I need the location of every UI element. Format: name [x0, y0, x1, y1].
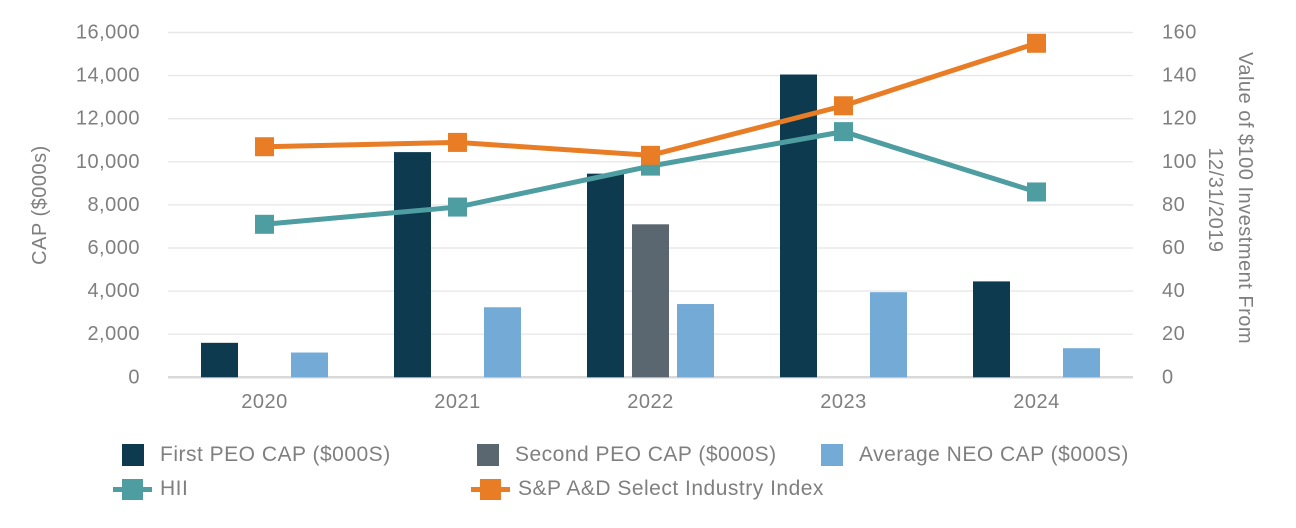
- marker-hii-2024: [1027, 182, 1046, 202]
- bar-average-neo-cap-000s-2022: [677, 304, 714, 378]
- marker-hii-2020: [255, 214, 274, 234]
- right-axis-tick: 160: [1162, 22, 1197, 44]
- right-axis-tick: 140: [1162, 65, 1197, 87]
- right-axis-tick: 0: [1162, 366, 1174, 388]
- marker-s-p-a-d-select-industry-index-2023: [834, 96, 853, 116]
- left-axis-tick: 10,000: [76, 151, 140, 173]
- bar-first-peo-cap-000s-2020: [201, 342, 238, 378]
- right-axis-tick: 20: [1162, 323, 1185, 345]
- bar-average-neo-cap-000s-2023: [870, 292, 907, 378]
- marker-s-p-a-d-select-industry-index-2021: [448, 132, 467, 152]
- right-axis-tick: 120: [1162, 108, 1197, 130]
- legend-label-average-neo-cap: Average NEO CAP ($000S): [859, 443, 1129, 466]
- second-peo-cap-swatch: [477, 444, 499, 466]
- marker-hii-2021: [448, 197, 467, 217]
- hii-line-swatch: [113, 478, 152, 500]
- bar-first-peo-cap-000s-2023: [780, 74, 817, 378]
- marker-s-p-a-d-select-industry-index-2022: [641, 145, 660, 165]
- bar-first-peo-cap-000s-2024: [973, 281, 1010, 378]
- average-neo-cap-swatch: [821, 444, 843, 466]
- legend-item-first-peo-cap: First PEO CAP ($000S): [122, 443, 391, 467]
- right-axis-tick: 40: [1162, 280, 1185, 302]
- left-axis-tick: 0: [128, 366, 140, 388]
- left-axis-tick: 8,000: [87, 194, 140, 216]
- bar-average-neo-cap-000s-2024: [1063, 348, 1100, 378]
- right-axis-tick: 80: [1162, 194, 1185, 216]
- legend-item-second-peo-cap: Second PEO CAP ($000S): [477, 443, 777, 467]
- left-axis-tick: 2,000: [87, 323, 140, 345]
- x-axis-label-2020: 2020: [241, 391, 288, 413]
- right-axis-tick: 100: [1162, 151, 1197, 173]
- right-axis-title-line1: Value of $100 Investment From: [1234, 52, 1256, 344]
- legend-label-sp-ad-index: S&P A&D Select Industry Index: [518, 477, 824, 500]
- legend-item-sp-ad-index: S&P A&D Select Industry Index: [471, 477, 824, 501]
- left-axis-title: CAP ($000s): [29, 145, 51, 265]
- bar-average-neo-cap-000s-2021: [484, 307, 521, 378]
- first-peo-cap-swatch: [122, 444, 144, 466]
- left-axis-tick: 16,000: [76, 22, 140, 44]
- marker-hii-2023: [834, 122, 853, 142]
- marker-s-p-a-d-select-industry-index-2020: [255, 137, 274, 157]
- bar-first-peo-cap-000s-2022: [587, 173, 624, 378]
- plot-area: 0 0 2,000 20 4,000 40 6,000 60 8,000 80 10,000 100 1…: [29, 22, 1256, 414]
- x-axis-label-2023: 2023: [820, 391, 867, 413]
- x-axis-label-2022: 2022: [627, 391, 674, 413]
- right-axis-tick: 60: [1162, 237, 1185, 259]
- left-axis-tick: 14,000: [76, 65, 140, 87]
- bar-first-peo-cap-000s-2021: [394, 152, 431, 378]
- legend-item-hii: HII: [113, 477, 188, 501]
- legend-label-second-peo-cap: Second PEO CAP ($000S): [515, 443, 777, 466]
- bar-average-neo-cap-000s-2020: [291, 352, 328, 378]
- right-axis-title-line2: 12/31/2019: [1204, 147, 1226, 252]
- legend-item-average-neo-cap: Average NEO CAP ($000S): [821, 443, 1129, 467]
- legend-label-hii: HII: [160, 477, 189, 500]
- sp-ad-index-line-swatch: [471, 478, 510, 500]
- marker-s-p-a-d-select-industry-index-2024: [1027, 33, 1046, 53]
- left-axis-tick: 6,000: [87, 237, 140, 259]
- x-axis-label-2021: 2021: [434, 391, 481, 413]
- legend-label-first-peo-cap: First PEO CAP ($000S): [160, 443, 391, 466]
- line-s-p-a-d-select-industry-index: [264, 40, 1038, 158]
- bar-second-peo-cap-000s-2022: [632, 224, 669, 378]
- left-axis-tick: 12,000: [76, 108, 140, 130]
- left-axis-tick: 4,000: [87, 280, 140, 302]
- x-axis-label-2024: 2024: [1013, 391, 1060, 413]
